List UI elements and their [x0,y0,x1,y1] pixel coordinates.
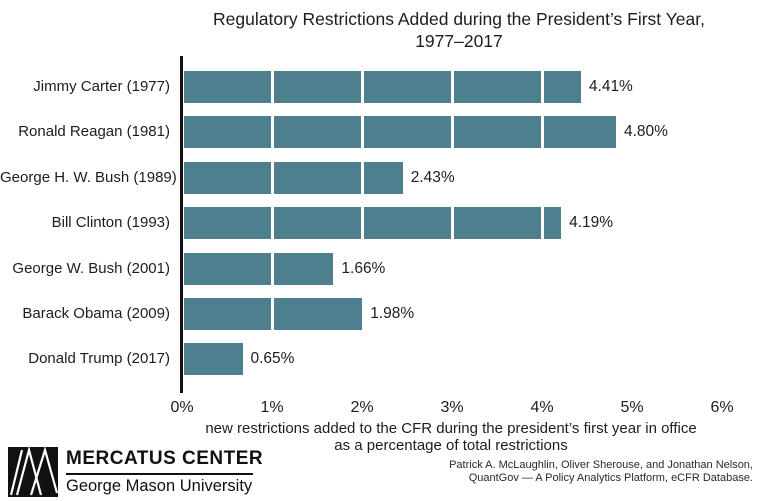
value-label: 4.41% [588,78,633,95]
logo-divider [66,473,253,475]
value-label: 2.43% [410,168,455,186]
logo-subname: George Mason University [66,477,253,495]
bar-segment [544,207,562,240]
value-label: 1.98% [370,305,415,322]
bar-segment [454,116,541,149]
bar-row: Bill Clinton (1993) 4.19% [0,207,768,240]
x-axis-label: new restrictions added to the CFR during… [151,420,751,454]
bar-segment [364,207,451,240]
bar-segment [364,116,451,149]
x-tick-label: 0% [170,399,194,416]
bar-segment [364,71,451,103]
x-axis-label-line1: new restrictions added to the CFR during… [205,420,697,437]
chart-title-line2: 1977–2017 [415,30,503,51]
bar-row: Ronald Reagan (1981) 4.80% [0,116,768,149]
value-label: 1.66% [341,259,386,277]
x-tick-label: 4% [530,399,554,416]
logo-text: MERCATUS CENTER George Mason University [66,447,263,496]
bar-segment [184,298,271,330]
bar-row: Barack Obama (2009) 1.98% [0,298,768,330]
bar-segment [274,252,334,285]
bar-segment [544,116,616,149]
category-label: Barack Obama (2009) [22,305,170,322]
chart-title-line1: Regulatory Restrictions Added during the… [213,9,705,29]
category-label: George H. W. Bush (1989) [0,168,177,186]
bar-row: George W. Bush (2001) 1.66% [0,252,768,285]
bar-segment [364,161,403,194]
bar-segment [454,71,541,103]
bar-segment [184,71,271,103]
bar-segment [274,71,361,103]
bar-segment [274,116,361,149]
x-tick-label: 6% [710,399,734,416]
x-tick-label: 5% [620,399,644,416]
bar-segment [274,161,361,194]
value-label: 0.65% [250,350,295,368]
bar-row: Donald Trump (2017) 0.65% [0,343,768,376]
logo-name: MERCATUS CENTER [66,448,264,469]
bar-segment [184,116,271,149]
credits-line1: Patrick A. McLaughlin, Oliver Sherouse, … [449,459,753,471]
x-tick-label: 1% [260,399,284,416]
y-axis-line [180,56,183,393]
category-label: Jimmy Carter (1977) [33,78,170,95]
category-label: George W. Bush (2001) [12,259,170,277]
category-label: Ronald Reagan (1981) [18,123,170,141]
bar-segment [184,252,271,285]
value-label: 4.80% [624,123,668,141]
bar-segment [544,71,581,103]
category-label: Donald Trump (2017) [28,350,170,368]
mercatus-logo: MERCATUS CENTER George Mason University [8,447,263,497]
bar-segment [274,298,363,330]
bar-segment [274,207,361,240]
chart-title: Regulatory Restrictions Added during the… [150,9,768,52]
x-axis-label-line2: as a percentage of total restrictions [334,436,568,454]
mercatus-logo-icon [8,447,58,497]
bar-segment [454,207,541,240]
bar-segment [184,343,243,376]
value-label: 4.19% [569,214,614,232]
bar-row: George H. W. Bush (1989) 2.43% [0,161,768,194]
bar-segment [184,207,271,240]
credits-line2: QuantGov — A Policy Analytics Platform, … [468,471,753,484]
category-label: Bill Clinton (1993) [51,214,170,232]
x-tick-label: 3% [440,399,464,416]
credits: Patrick A. McLaughlin, Oliver Sherouse, … [449,459,753,484]
bar-row: Jimmy Carter (1977) 4.41% [0,71,768,103]
x-tick-label: 2% [350,399,374,416]
bar-segment [184,161,271,194]
